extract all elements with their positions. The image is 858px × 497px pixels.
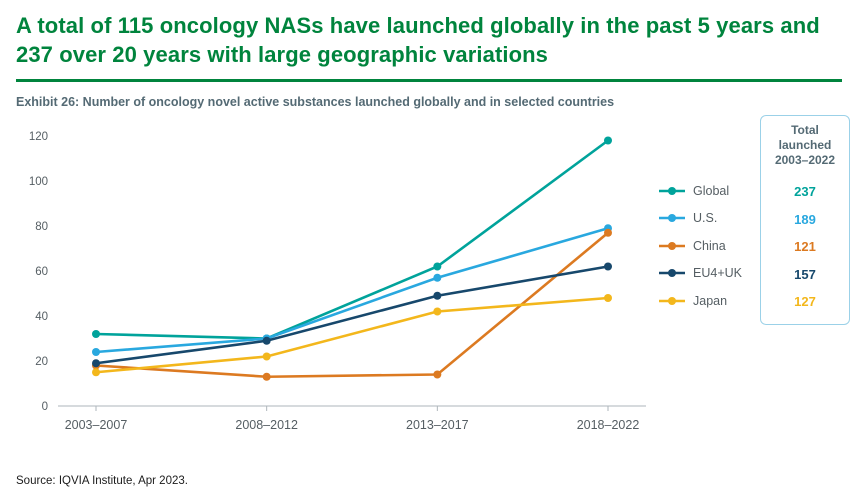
legend-label: Japan bbox=[693, 293, 728, 308]
data-point-us bbox=[433, 273, 442, 282]
y-tick-label: 100 bbox=[29, 176, 48, 188]
total-value-global: 237 bbox=[794, 184, 816, 200]
total-value-eu4uk: 157 bbox=[794, 266, 816, 282]
totals-box-header: Total launched 2003–2022 bbox=[774, 123, 836, 168]
y-tick-label: 120 bbox=[29, 131, 48, 143]
series-line-eu4uk bbox=[95, 265, 609, 365]
data-point-global bbox=[433, 262, 442, 271]
legend-marker-icon bbox=[659, 186, 685, 195]
line-chart-svg: 0 20 40 60 80 100 120 2003–2007 2008–2012 2013–20… bbox=[29, 131, 646, 432]
legend-label: Global bbox=[693, 183, 730, 198]
legend-item-eu4uk: EU4+UK bbox=[658, 260, 742, 288]
data-point-china bbox=[604, 228, 612, 237]
legend-marker-icon bbox=[659, 214, 685, 223]
report-header: A total of 115 oncology NASs have launch… bbox=[0, 0, 858, 69]
legend-label: China bbox=[693, 238, 726, 253]
legend-marker-icon bbox=[659, 269, 685, 278]
title-divider bbox=[16, 79, 842, 83]
legend-marker-icon bbox=[659, 241, 685, 250]
x-axis-label: 2008–2012 bbox=[235, 418, 298, 432]
y-tick-label: 0 bbox=[42, 401, 48, 413]
data-point-china bbox=[433, 370, 442, 379]
data-point-us bbox=[92, 348, 100, 357]
report-page: A total of 115 oncology NASs have launch… bbox=[0, 0, 858, 487]
data-point-eu4uk bbox=[433, 291, 442, 300]
exhibit-caption: Exhibit 26: Number of oncology novel act… bbox=[16, 95, 615, 110]
total-value-us: 189 bbox=[794, 211, 816, 227]
y-tick-label: 80 bbox=[35, 221, 48, 233]
series-line-us bbox=[95, 227, 609, 354]
legend-marker-icon bbox=[659, 296, 685, 305]
y-tick-label: 20 bbox=[35, 356, 48, 368]
total-value-japan: 127 bbox=[794, 294, 816, 310]
chart-right-panel: Global U.S. China EU4+UK Japan Total launche… bbox=[658, 113, 854, 445]
y-tick-label: 40 bbox=[35, 311, 48, 323]
chart-legend: Global U.S. China EU4+UK Japan bbox=[658, 177, 742, 315]
data-point-japan bbox=[604, 294, 612, 303]
legend-label: EU4+UK bbox=[693, 266, 742, 281]
x-axis-label: 2018–2022 bbox=[577, 418, 640, 432]
x-axis-label: 2003–2007 bbox=[65, 418, 128, 432]
legend-item-global: Global bbox=[658, 177, 742, 205]
totals-values: 237 189 121 157 127 bbox=[765, 178, 845, 316]
data-point-japan bbox=[92, 368, 100, 377]
x-axis-label: 2013–2017 bbox=[406, 418, 469, 432]
totals-box: Total launched 2003–2022 237 189 121 157 127 bbox=[760, 115, 850, 325]
data-point-eu4uk bbox=[262, 336, 271, 345]
page-title: A total of 115 oncology NASs have launch… bbox=[16, 13, 820, 67]
source-text: Source: IQVIA Institute, Apr 2023. bbox=[16, 475, 188, 487]
data-point-japan bbox=[262, 352, 271, 361]
series-line-global bbox=[95, 139, 609, 340]
data-point-eu4uk bbox=[604, 262, 612, 271]
legend-item-china: China bbox=[658, 232, 742, 260]
series-line-japan bbox=[95, 296, 609, 374]
total-value-china: 121 bbox=[794, 239, 816, 255]
chart-section: 0 20 40 60 80 100 120 2003–2007 2008–2012 2013–20… bbox=[0, 113, 858, 445]
data-point-china bbox=[262, 372, 271, 381]
y-tick-label: 60 bbox=[35, 266, 48, 278]
data-point-eu4uk bbox=[92, 359, 100, 368]
data-point-global bbox=[604, 136, 612, 145]
legend-label: U.S. bbox=[693, 211, 718, 226]
legend-item-japan: Japan bbox=[658, 287, 742, 315]
data-point-japan bbox=[433, 307, 442, 316]
data-point-global bbox=[92, 330, 100, 339]
legend-item-us: U.S. bbox=[658, 205, 742, 233]
